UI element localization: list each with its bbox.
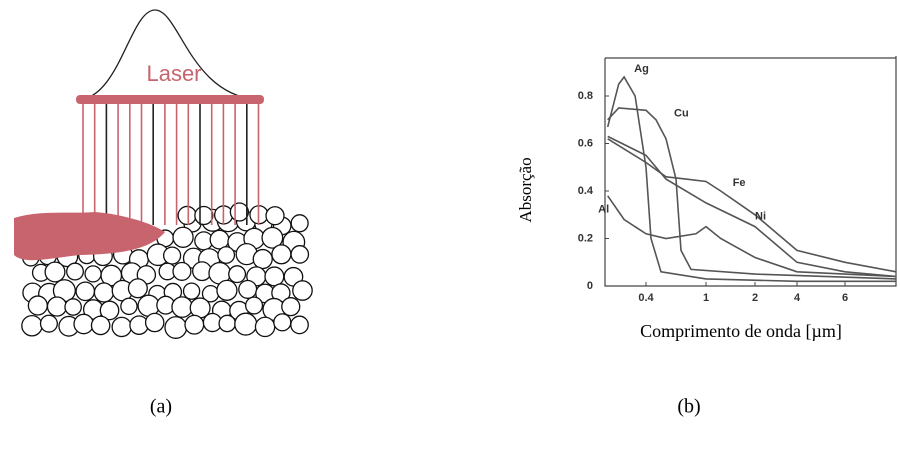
series-label: Cu [674, 108, 689, 120]
powder-particle [73, 313, 94, 335]
absorption-curve [607, 135, 897, 278]
powder-particle [217, 246, 236, 264]
powder-particle [271, 244, 292, 265]
y-tick-label: 0.2 [578, 232, 593, 244]
absorption-curve [606, 75, 896, 283]
series-label: Al [598, 203, 609, 215]
powder-particle [39, 314, 58, 333]
y-axis-label: Absorção [516, 157, 535, 222]
caption: (a) [150, 396, 172, 418]
powder-particle [292, 280, 313, 301]
powder-particle [184, 314, 205, 335]
powder-particle [111, 316, 132, 338]
series-label: Ag [634, 63, 649, 75]
powder-particle [228, 265, 247, 284]
powder-particle [64, 298, 82, 316]
absorption-curve [607, 107, 897, 280]
laser-diagram [14, 9, 313, 339]
series-label: Ni [755, 211, 766, 223]
plot-frame [604, 56, 897, 287]
y-tick-label: 0.6 [578, 137, 593, 149]
powder-particle [46, 296, 68, 317]
powder-particle [21, 314, 43, 337]
powder-particle [273, 313, 292, 332]
powder-particle [194, 205, 214, 226]
powder-particle [90, 315, 111, 336]
powder-particle [245, 296, 264, 315]
powder-particle [290, 315, 309, 335]
powder-particle [229, 202, 250, 222]
powder-particle [172, 261, 192, 281]
powder-particle [234, 312, 258, 336]
powder-particle [218, 314, 237, 333]
absorption-curve [607, 195, 897, 278]
x-tick-label: 6 [842, 292, 848, 304]
powder-particle [177, 205, 197, 226]
powder-particle [264, 266, 285, 287]
powder-particle [171, 296, 194, 318]
powder-particle [238, 279, 258, 299]
powder-particle [261, 226, 284, 249]
powder-particle [99, 300, 120, 321]
powder-particle [144, 312, 165, 333]
series-label: Fe [733, 177, 746, 189]
powder-particle [163, 246, 182, 265]
gaussian-profile [77, 9, 263, 101]
powder-particle [290, 245, 310, 264]
powder-particle [182, 282, 201, 300]
powder-particle [44, 261, 66, 283]
powder-particle [120, 297, 138, 316]
y-tick-label: 0.4 [578, 185, 594, 197]
x-tick-label: 4 [794, 292, 801, 304]
powder-particle [127, 278, 148, 299]
x-tick-label: 1 [703, 292, 709, 304]
melt-pool [14, 212, 165, 261]
powder-particle [265, 206, 285, 226]
powder-particle [164, 316, 188, 339]
powder-particle [75, 281, 96, 302]
laser-label: Laser [146, 61, 201, 86]
powder-particle [216, 279, 238, 301]
powder-particle [252, 248, 273, 270]
powder-particle [84, 265, 102, 283]
powder-particle [66, 262, 84, 281]
x-tick-label: 2 [752, 292, 758, 304]
powder-particle [172, 226, 194, 248]
x-tick-label: 0.4 [638, 292, 654, 304]
powder-particle [254, 316, 276, 338]
powder-particle [290, 214, 309, 233]
powder-particle [93, 282, 115, 303]
y-tick-label: 0 [587, 280, 593, 292]
caption: (b) [677, 396, 700, 418]
powder-particle [27, 295, 48, 316]
x-axis-label: Comprimento de onda [µm] [640, 321, 842, 341]
absorption-curve [607, 138, 897, 273]
y-tick-label: 0.8 [578, 90, 593, 102]
laser-bar [76, 95, 264, 104]
powder-particle [281, 297, 301, 317]
